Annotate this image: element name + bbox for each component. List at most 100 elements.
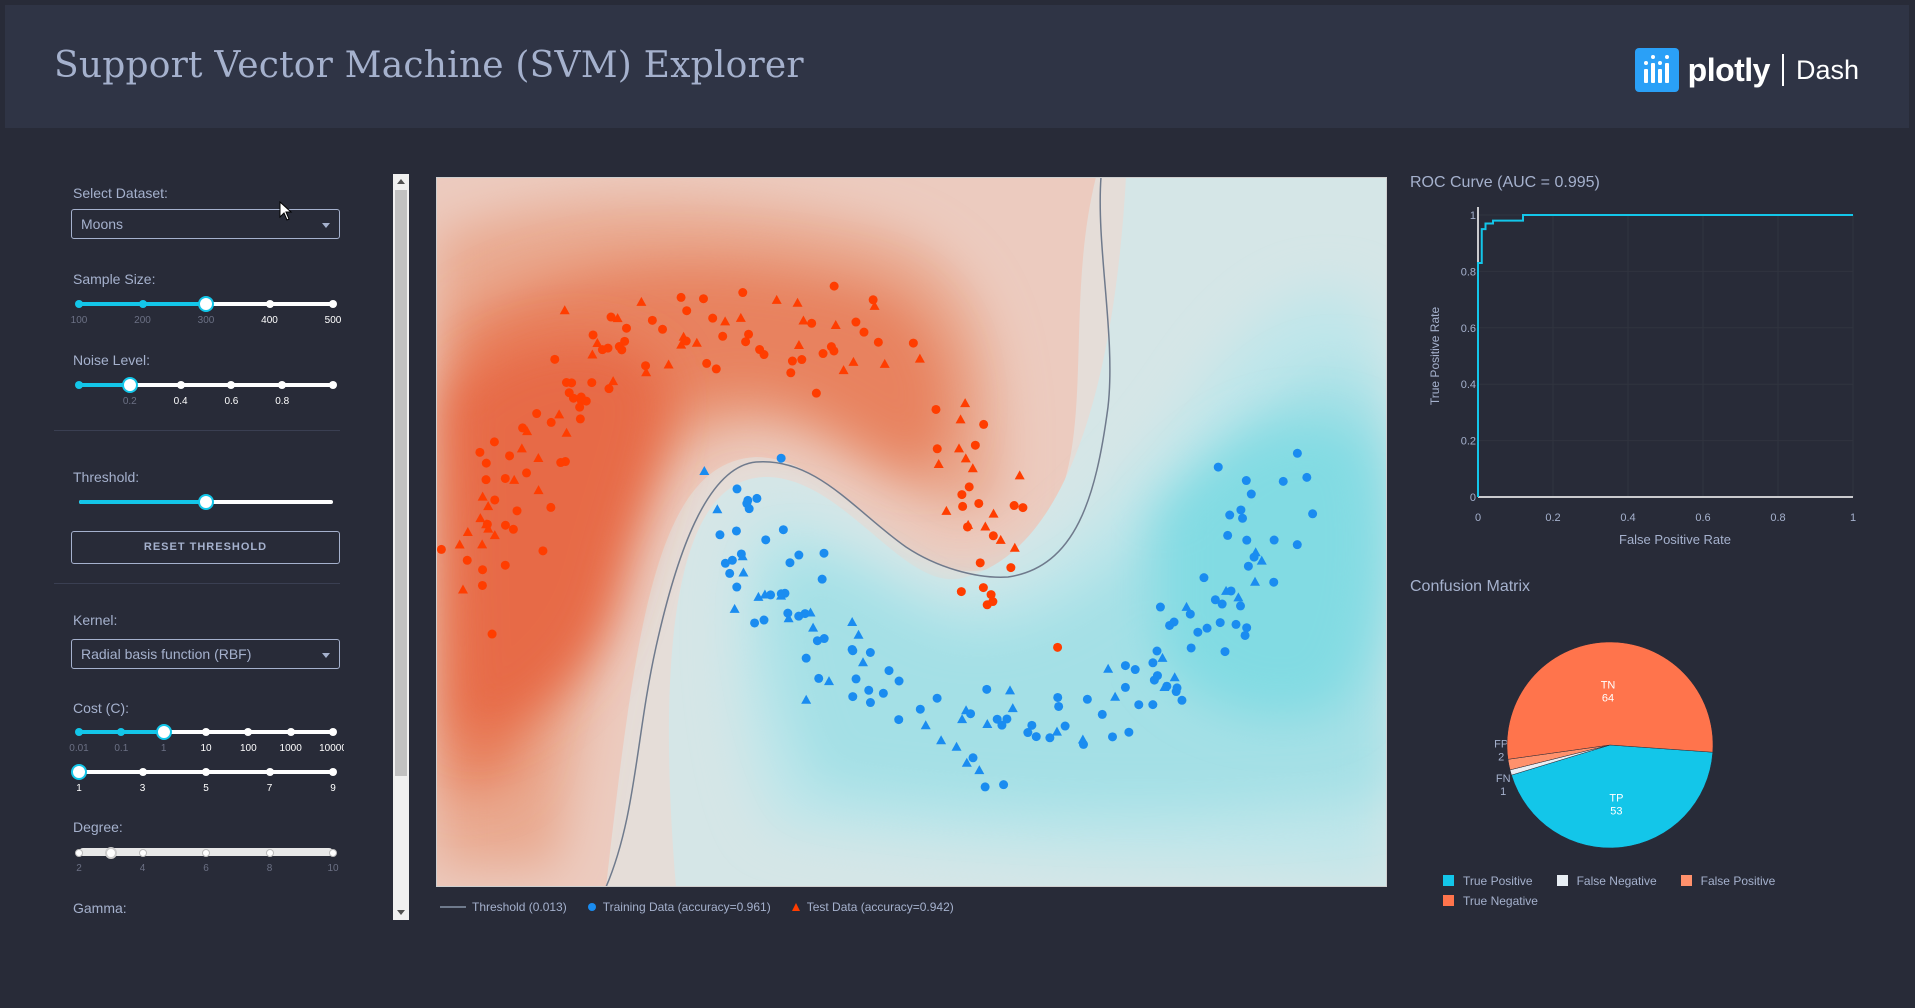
roc-curve-graph[interactable]: 0 0.2 0.4 0.6 0.8 1 0 0.2 0.4 0.6 0.8 1 False Posit… (1405, 195, 1865, 555)
slider-handle[interactable] (198, 296, 214, 312)
scrollbar-thumb[interactable] (395, 190, 407, 776)
legend-false-negative[interactable]: False Negative (1556, 874, 1657, 888)
cost-power-slider[interactable]: 0.01 0.1 1 10 100 1000 10000 (69, 724, 344, 756)
sample-size-slider[interactable]: 100 200 300 400 500 (71, 296, 341, 328)
sample-size-label: Sample Size: (73, 271, 156, 287)
pie-slice-tp[interactable] (1511, 744, 1714, 849)
training-point (1082, 694, 1092, 704)
slider-mark: 1 (160, 743, 167, 754)
slider-dot (138, 768, 147, 776)
test-point (1250, 576, 1261, 586)
slider-mark: 0.6 (224, 396, 239, 407)
scroll-down-icon[interactable] (397, 910, 405, 915)
training-point (812, 636, 822, 646)
cost-coefficient-slider[interactable]: 1 3 5 7 9 (71, 764, 337, 796)
legend-true-negative[interactable]: True Negative (1443, 894, 1538, 908)
slider-dot (265, 768, 274, 776)
training-point (621, 323, 631, 333)
training-point (878, 688, 888, 698)
training-point (1269, 535, 1279, 545)
training-point (500, 520, 510, 530)
pie-slice-label: FN (1496, 773, 1511, 785)
training-point (750, 618, 760, 628)
training-point (1223, 530, 1233, 540)
training-point (500, 473, 510, 483)
test-point (509, 474, 520, 484)
app-header: Support Vector Machine (SVM) Explorer pl… (5, 5, 1909, 128)
slider-fill (79, 383, 130, 387)
training-point (587, 378, 597, 388)
test-point (808, 622, 819, 632)
svm-decision-boundary-graph[interactable] (436, 177, 1387, 887)
dataset-dropdown[interactable]: Moons (71, 209, 340, 239)
training-point (617, 345, 627, 355)
training-point (1185, 609, 1195, 619)
test-point (960, 398, 971, 408)
slider-handle[interactable] (155, 724, 172, 740)
legend-test[interactable]: Test Data (accuracy=0.942) (791, 900, 954, 914)
slider-mark: 6 (203, 863, 209, 874)
legend-threshold[interactable]: Threshold (0.013) (440, 900, 567, 914)
training-point (731, 526, 741, 536)
training-point (1210, 595, 1220, 605)
training-point (988, 531, 998, 541)
test-point (1233, 592, 1244, 602)
training-point (1225, 510, 1235, 520)
pie-slice-tn[interactable] (1506, 641, 1714, 760)
scroll-up-icon[interactable] (397, 179, 405, 184)
slider-mark: 4 (139, 863, 146, 874)
test-point (559, 305, 570, 315)
training-point (801, 653, 811, 663)
slider-handle[interactable] (104, 847, 117, 859)
test-point (483, 523, 494, 533)
test-point (483, 501, 494, 511)
degree-slider[interactable]: 2 4 6 8 10 (75, 846, 339, 876)
slider-handle[interactable] (71, 764, 87, 780)
slider-handle[interactable] (121, 377, 138, 393)
test-point (941, 505, 952, 515)
noise-level-slider[interactable]: 0.2 0.4 0.6 0.8 (75, 377, 337, 409)
threshold-slider[interactable] (79, 494, 333, 526)
test-point (533, 453, 544, 463)
training-point (732, 582, 742, 592)
training-point (978, 583, 988, 593)
test-point (914, 353, 925, 363)
kernel-dropdown[interactable]: Radial basis function (RBF) (71, 639, 340, 669)
control-panel-scrollbar[interactable] (393, 174, 409, 920)
test-point (462, 526, 473, 536)
test-point (561, 427, 572, 437)
legend-training[interactable]: Training Data (accuracy=0.961) (587, 900, 771, 914)
slider-dot (329, 381, 337, 389)
slider-dot (202, 768, 210, 776)
slider-dot (329, 768, 337, 776)
test-point (1169, 672, 1180, 682)
brand-product: Dash (1795, 54, 1859, 85)
training-point (436, 544, 446, 554)
slider-mark: 200 (134, 315, 151, 326)
training-point (1231, 619, 1241, 629)
training-point (1302, 472, 1312, 482)
training-point (776, 589, 786, 599)
training-point (1053, 642, 1063, 652)
training-point (1097, 709, 1107, 719)
training-point (1009, 501, 1019, 511)
training-point (785, 558, 795, 568)
gamma-label: Gamma: (73, 900, 127, 916)
training-point (956, 587, 966, 597)
training-point (894, 676, 904, 686)
training-point (698, 294, 708, 304)
training-point (873, 337, 883, 347)
legend-false-positive[interactable]: False Positive (1680, 874, 1775, 888)
slider-dot (138, 300, 147, 308)
slider-dot (75, 381, 83, 389)
training-point (1152, 646, 1162, 656)
reset-threshold-button[interactable]: RESET THRESHOLD (71, 531, 340, 564)
training-point (1134, 700, 1144, 710)
plotly-dash-logo[interactable]: plotly Dash (1634, 47, 1859, 93)
test-point (1181, 601, 1192, 611)
training-point (759, 350, 769, 360)
legend-true-positive[interactable]: True Positive (1443, 874, 1533, 888)
slider-handle[interactable] (198, 494, 214, 510)
slider-dot (265, 300, 274, 308)
